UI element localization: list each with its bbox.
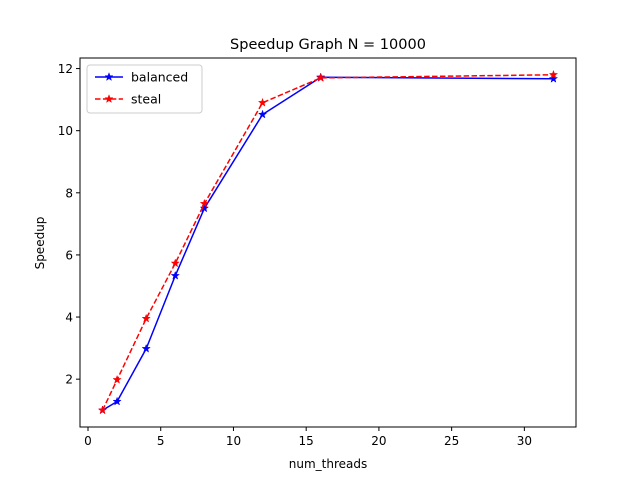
- y-tick-label: 6: [65, 248, 73, 262]
- x-tick-label: 25: [444, 434, 459, 448]
- series-point-steal: [548, 69, 559, 79]
- y-tick-label: 4: [65, 311, 73, 325]
- x-tick-label: 15: [299, 434, 314, 448]
- x-tick-label: 20: [371, 434, 386, 448]
- series-point-steal: [112, 374, 122, 384]
- x-tick-label: 5: [157, 434, 165, 448]
- series-point-steal: [199, 198, 210, 208]
- series-line-balanced: [102, 76, 554, 411]
- chart-title: Speedup Graph N = 10000: [230, 37, 426, 53]
- legend-marker-balanced: [104, 72, 114, 82]
- series-point-steal: [97, 405, 108, 415]
- y-axis-label: Speedup: [33, 217, 47, 270]
- legend: balanced steal: [86, 64, 203, 114]
- y-tick-label: 10: [58, 124, 73, 138]
- axes-frame: [79, 57, 577, 428]
- y-tick-label: 12: [58, 62, 73, 76]
- x-tick-label: 0: [84, 434, 92, 448]
- series-point-balanced: [257, 109, 268, 119]
- plot-area: 0 5 10 15 20 25 30 2 4 6 8 10 12: [58, 57, 577, 448]
- legend-label-balanced: balanced: [131, 70, 188, 85]
- series-point-steal: [141, 313, 151, 323]
- legend-marker-steal: [104, 94, 114, 104]
- series-point-balanced: [199, 203, 210, 213]
- y-tick-label: 8: [65, 186, 73, 200]
- legend-label-steal: steal: [131, 92, 161, 107]
- series-point-balanced: [170, 270, 180, 280]
- x-tick-label: 10: [226, 434, 241, 448]
- series-point-steal: [257, 97, 268, 107]
- series-point-steal: [316, 72, 326, 82]
- x-axis-label: num_threads: [289, 457, 368, 471]
- series-point-balanced: [112, 396, 122, 406]
- series-point-steal: [170, 258, 180, 268]
- series-point-balanced: [548, 73, 559, 83]
- x-tick-label: 30: [517, 434, 532, 448]
- series-point-balanced: [141, 343, 151, 353]
- y-tick-label: 2: [65, 373, 73, 387]
- series-line-steal: [101, 74, 554, 411]
